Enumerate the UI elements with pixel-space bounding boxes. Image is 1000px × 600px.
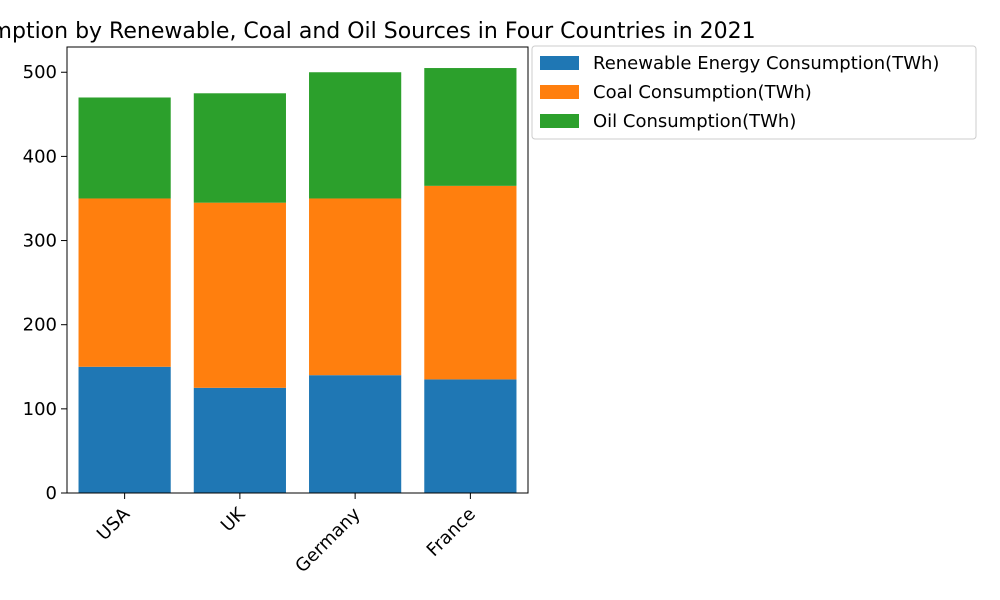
bar-germany-series-0 — [309, 375, 402, 493]
legend: Renewable Energy Consumption(TWh) Coal Co… — [531, 45, 977, 140]
x-tick-label-usa: USA — [93, 503, 135, 545]
bar-france-series-2 — [424, 68, 517, 186]
legend-swatch-series-2 — [540, 114, 579, 128]
legend-label-series-2: Oil Consumption(TWh) — [593, 111, 796, 132]
plot-frame — [66, 46, 529, 494]
y-tick-label: 300 — [23, 231, 57, 252]
bar-uk-series-0 — [193, 387, 286, 493]
x-tick-label-france: France — [423, 504, 480, 561]
x-axis: USA UK Germany France — [93, 493, 480, 577]
legend-label-series-1: Coal Consumption(TWh) — [593, 82, 812, 103]
y-tick-label: 500 — [23, 62, 57, 83]
legend-swatch-series-1 — [540, 85, 579, 99]
bar-germany-series-1 — [309, 198, 402, 376]
bar-germany-series-2 — [309, 72, 402, 199]
y-axis: 0 100 200 300 400 500 — [23, 62, 67, 504]
bar-uk-series-2 — [193, 93, 286, 203]
bar-france-series-1 — [424, 185, 517, 380]
bars-group — [78, 68, 517, 493]
x-tick-label-uk: UK — [217, 503, 250, 536]
bar-usa-series-1 — [78, 198, 171, 367]
bar-usa-series-0 — [78, 366, 171, 493]
legend-label-series-0: Renewable Energy Consumption(TWh) — [593, 53, 939, 74]
y-tick-label: 200 — [23, 315, 57, 336]
legend-box — [531, 45, 977, 140]
y-tick-label: 100 — [23, 399, 57, 420]
bar-usa-series-2 — [78, 97, 171, 199]
y-tick-label: 0 — [46, 483, 57, 504]
bar-uk-series-1 — [193, 202, 286, 388]
legend-swatch-series-0 — [540, 56, 579, 70]
y-tick-label: 400 — [23, 146, 57, 167]
x-tick-label-germany: Germany — [291, 503, 365, 577]
bar-france-series-0 — [424, 379, 517, 493]
chart-title: Energy Consumption by Renewable, Coal an… — [0, 19, 756, 44]
